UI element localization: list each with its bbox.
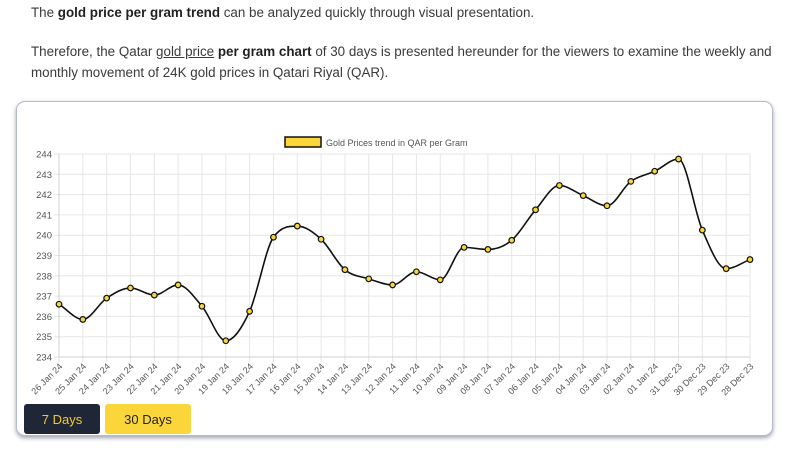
legend-swatch: [284, 136, 322, 148]
data-point[interactable]: [222, 337, 230, 345]
data-point[interactable]: [651, 167, 659, 175]
intro-paragraph-2: Therefore, the Qatar gold price per gram…: [31, 41, 781, 83]
intro-bold-text: per gram chart: [217, 44, 312, 59]
data-point[interactable]: [198, 302, 206, 310]
series-line: [58, 158, 751, 342]
y-axis: 234 235 236 237 238 239 240 241 242 243 244: [36, 150, 60, 364]
intro-paragraph-1: The gold price per gram trend can be ana…: [31, 2, 781, 23]
data-point[interactable]: [532, 206, 539, 214]
data-point[interactable]: [413, 268, 420, 276]
data-point[interactable]: [746, 256, 754, 263]
y-tick-label: 240: [36, 231, 52, 242]
y-tick-label: 239: [36, 251, 52, 262]
y-tick-label: 241: [36, 210, 52, 221]
y-tick-label: 234: [36, 353, 52, 364]
data-point[interactable]: [246, 307, 254, 315]
data-point[interactable]: [293, 222, 301, 230]
y-tick-label: 238: [36, 271, 52, 282]
y-tick-label: 242: [36, 190, 52, 201]
data-point[interactable]: [579, 192, 587, 200]
data-point[interactable]: [722, 265, 730, 273]
legend-label: Gold Prices trend in QAR per Gram: [326, 138, 468, 148]
data-point[interactable]: [79, 316, 87, 323]
data-point[interactable]: [174, 281, 182, 289]
data-point[interactable]: [508, 236, 516, 244]
chart-grid: [54, 153, 751, 362]
chart-legend: Gold Prices trend in QAR per Gram: [284, 136, 468, 148]
data-point[interactable]: [150, 291, 158, 299]
data-point[interactable]: [627, 178, 635, 185]
data-point[interactable]: [341, 266, 349, 274]
intro-text: can be analyzed quickly through visual p…: [220, 5, 535, 20]
data-point[interactable]: [436, 276, 444, 284]
y-tick-label: 244: [36, 150, 52, 161]
intro-text: The: [31, 5, 58, 20]
y-tick-label: 243: [36, 170, 52, 181]
chart-card: [16, 101, 773, 436]
y-tick-label: 235: [36, 332, 52, 343]
data-point[interactable]: [389, 281, 396, 289]
7-days-button[interactable]: 7 Days: [24, 404, 100, 434]
series-points: [55, 155, 754, 345]
data-point[interactable]: [555, 182, 563, 189]
gold-price-link[interactable]: gold price: [156, 44, 215, 59]
data-point[interactable]: [603, 202, 611, 210]
intro-text: Therefore, the Qatar: [31, 44, 157, 59]
y-tick-label: 236: [36, 312, 52, 323]
data-point[interactable]: [55, 300, 63, 308]
data-point[interactable]: [270, 233, 277, 241]
y-tick-label: 237: [36, 292, 52, 303]
intro-bold-text: gold price per gram trend: [57, 5, 221, 20]
data-point[interactable]: [484, 246, 492, 253]
data-point[interactable]: [317, 235, 325, 243]
data-point[interactable]: [103, 294, 111, 302]
data-point[interactable]: [460, 243, 468, 251]
intro-text: of 30 days is presented hereunder for th…: [31, 44, 772, 80]
data-point[interactable]: [365, 275, 373, 283]
data-point[interactable]: [675, 155, 682, 163]
data-point[interactable]: [698, 226, 706, 234]
data-point[interactable]: [127, 284, 134, 292]
30-days-button[interactable]: 30 Days: [105, 404, 191, 434]
